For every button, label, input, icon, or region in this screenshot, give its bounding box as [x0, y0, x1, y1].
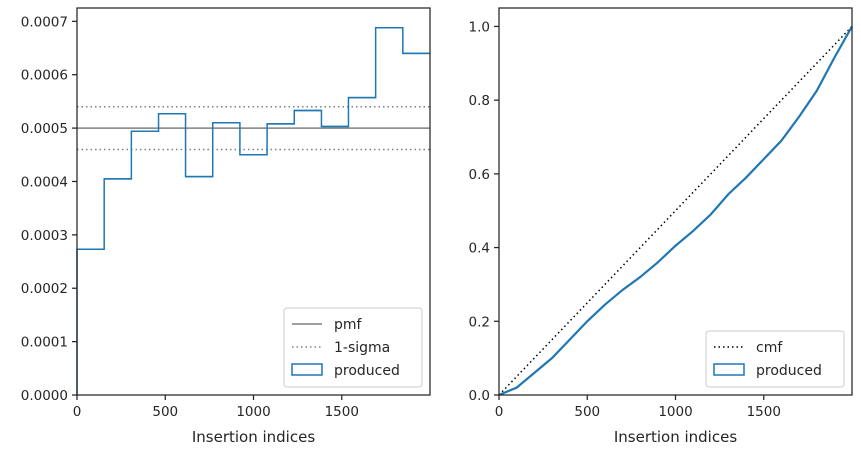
y-tick-label: 0.0005	[21, 121, 68, 137]
y-tick-label: 0.0	[469, 388, 490, 404]
x-tick-label: 0	[495, 404, 504, 420]
y-tick-label: 0.4	[469, 241, 490, 257]
y-tick-label: 0.0000	[21, 388, 68, 404]
y-tick-label: 0.0006	[21, 68, 68, 84]
legend-box	[283, 307, 423, 388]
x-axis-label: Insertion indices	[192, 428, 315, 446]
y-tick-label: 0.0003	[21, 228, 68, 244]
legend-handle-produced	[713, 363, 745, 376]
x-tick-label: 1500	[747, 404, 781, 420]
legend-label: produced	[756, 363, 822, 379]
x-tick-label: 1000	[236, 404, 270, 420]
y-tick-label: 0.6	[469, 167, 490, 183]
legend-box	[705, 330, 845, 388]
pmf-histogram-panel: 0 500 1000 1500 0.0000 0.0001 0.0002 0.0003 0.00…	[21, 7, 431, 446]
legend-label: cmf	[756, 340, 783, 356]
cmf-panel: 0 500 1000 1500 0.0 0.2 0.4 0.6 0.8 1.0 Insertion …	[469, 7, 853, 446]
x-axis-label: Insertion indices	[614, 428, 737, 446]
y-tick-label: 0.0002	[21, 281, 68, 297]
y-tick-label: 0.0004	[21, 174, 68, 190]
y-tick-label: 0.8	[469, 93, 490, 109]
legend-label: produced	[334, 363, 400, 379]
x-tick-label: 500	[574, 404, 600, 420]
y-tick-label: 0.0001	[21, 335, 68, 351]
y-tick-label: 0.0007	[21, 14, 68, 30]
y-tick-label: 0.2	[469, 314, 490, 330]
x-tick-label: 0	[73, 404, 82, 420]
legend-handle-produced	[291, 363, 323, 376]
y-tick-label: 1.0	[469, 19, 490, 35]
legend-label: pmf	[334, 317, 363, 333]
x-tick-label: 1000	[658, 404, 692, 420]
legend-label: 1-sigma	[334, 340, 390, 356]
x-tick-label: 1500	[325, 404, 359, 420]
produced-cmf-line	[498, 25, 853, 397]
x-tick-label: 500	[152, 404, 178, 420]
